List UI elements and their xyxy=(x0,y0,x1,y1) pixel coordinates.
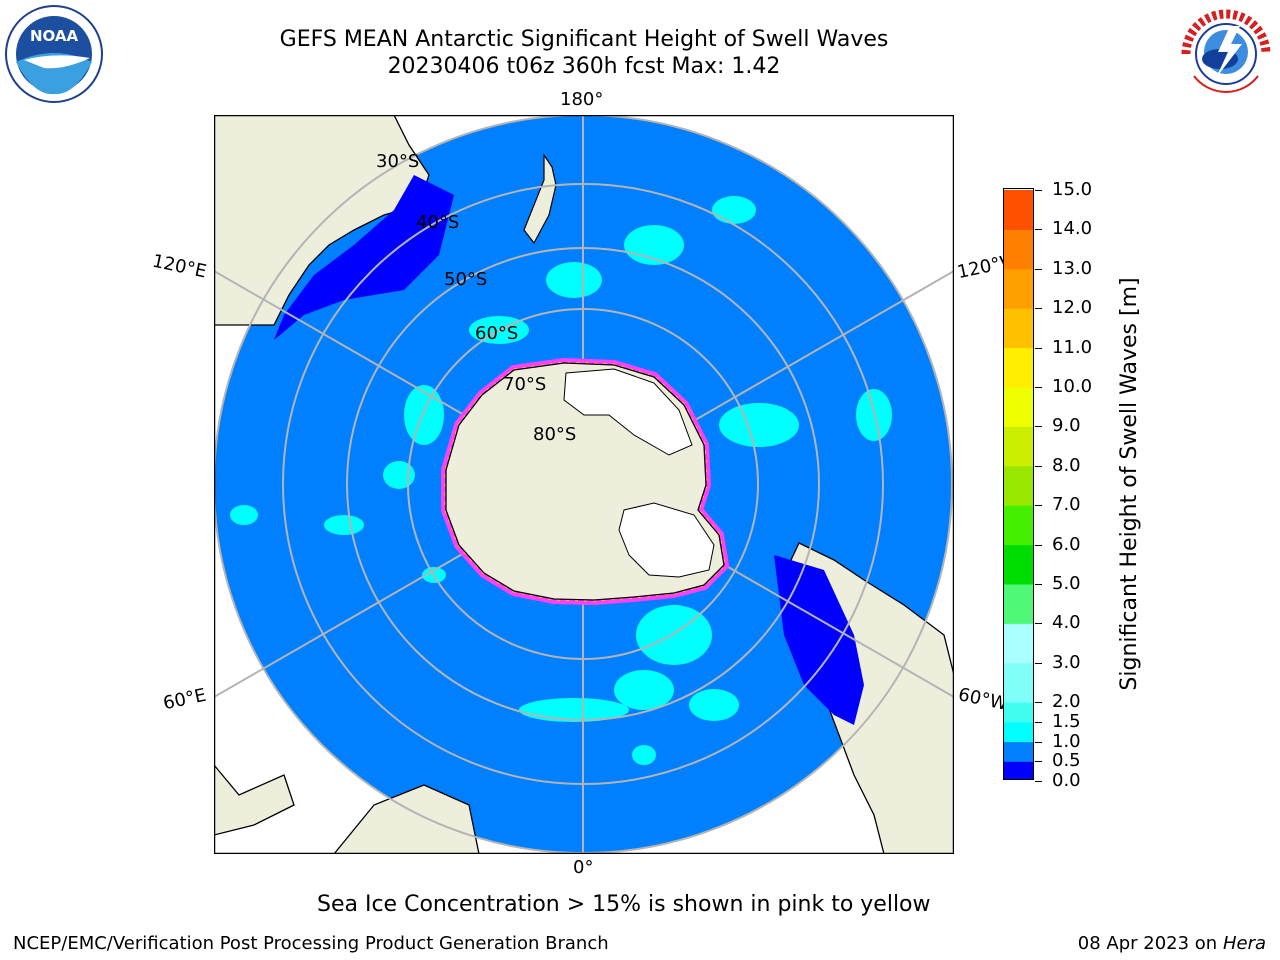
colorbar-segment xyxy=(1003,465,1034,506)
colorbar-tick-label: 7.0 xyxy=(1052,494,1081,516)
colorbar-tick-mark xyxy=(1035,623,1042,625)
colorbar-frame xyxy=(1003,188,1034,780)
lon-label-60e: 60°E xyxy=(161,684,208,715)
colorbar-segment xyxy=(1003,308,1034,349)
lon-label-180: 180° xyxy=(560,89,604,110)
colorbar-tick-mark xyxy=(1035,584,1042,585)
colorbar-tick-mark xyxy=(1035,544,1042,546)
colorbar-tick-label: 9.0 xyxy=(1052,415,1081,437)
colorbar-segment xyxy=(1003,268,1034,309)
colorbar-tick-label: 2.0 xyxy=(1052,691,1081,713)
machine-name: Hera xyxy=(1222,933,1266,954)
chart-subtitle: 20230406 t06z 360h fcst Max: 1.42 xyxy=(387,54,781,79)
lat-label-80s: 80°S xyxy=(533,424,577,445)
lat-label-70s: 70°S xyxy=(503,374,547,395)
colorbar-tick-label: 3.0 xyxy=(1052,651,1081,673)
colorbar-tick-label: 6.0 xyxy=(1052,533,1081,555)
antarctica xyxy=(441,357,730,606)
colorbar-tick-label: 11.0 xyxy=(1052,336,1093,358)
lat-label-40s: 40°S xyxy=(416,212,460,233)
colorbar-tick-mark xyxy=(1035,268,1042,270)
colorbar-segment xyxy=(1003,761,1034,780)
lat-label-30s: 30°S xyxy=(376,151,420,172)
polar-map xyxy=(214,115,954,854)
colorbar-tick-label: 0.5 xyxy=(1052,750,1081,772)
colorbar-tick-label: 5.0 xyxy=(1052,573,1081,594)
run-date: 08 Apr 2023 on Hera xyxy=(1078,933,1266,954)
colorbar-tick-mark xyxy=(1035,741,1042,743)
lon-label-0: 0° xyxy=(573,857,594,878)
colorbar-tick-label: 12.0 xyxy=(1052,297,1093,319)
colorbar-tick-mark xyxy=(1035,229,1042,231)
run-date-text: 08 Apr 2023 on xyxy=(1077,933,1223,954)
colorbar-tick-mark xyxy=(1035,465,1042,467)
colorbar-tick-label: 1.5 xyxy=(1052,710,1081,732)
colorbar-segment xyxy=(1003,426,1034,467)
colorbar-segment xyxy=(1003,721,1034,743)
colorbar-tick-mark xyxy=(1035,761,1042,763)
colorbar-tick-mark xyxy=(1035,190,1042,191)
colorbar-label: Significant Height of Swell Waves [m] xyxy=(1117,277,1142,691)
colorbar-segment xyxy=(1003,544,1034,585)
colorbar-tick-label: 0.0 xyxy=(1052,770,1081,791)
colorbar-tick-mark xyxy=(1035,347,1042,349)
lon-label-120e: 120°E xyxy=(150,250,209,283)
colorbar-tick-label: 4.0 xyxy=(1052,612,1081,634)
colorbar-segment xyxy=(1003,347,1034,388)
colorbar-tick-mark xyxy=(1035,387,1042,388)
colorbar-tick-mark xyxy=(1035,662,1042,664)
colorbar-segment xyxy=(1003,190,1034,230)
colorbar-segment xyxy=(1003,387,1034,427)
colorbar-tick-label: 15.0 xyxy=(1052,179,1093,200)
colorbar-tick-mark xyxy=(1035,702,1042,704)
noaa-logo: NOAA xyxy=(5,5,103,103)
colorbar-tick-mark xyxy=(1035,781,1042,782)
producer-credit: NCEP/EMC/Verification Post Processing Pr… xyxy=(13,933,609,954)
colorbar-segment xyxy=(1003,702,1034,723)
svg-text:NOAA: NOAA xyxy=(30,27,79,45)
lon-label-60w: 60°W xyxy=(956,684,1010,715)
sea-ice-note: Sea Ice Concentration > 15% is shown in … xyxy=(317,892,931,917)
map-frame xyxy=(214,115,954,854)
colorbar-segment xyxy=(1003,623,1034,664)
colorbar-tick-label: 13.0 xyxy=(1052,257,1093,279)
lat-label-60s: 60°S xyxy=(475,323,519,344)
colorbar-tick-mark xyxy=(1035,426,1042,428)
colorbar-tick-label: 8.0 xyxy=(1052,454,1081,476)
colorbar-segment xyxy=(1003,662,1034,703)
colorbar-tick-mark xyxy=(1035,721,1042,723)
chart-title: GEFS MEAN Antarctic Significant Height o… xyxy=(279,27,889,52)
colorbar-tick-label: 1.0 xyxy=(1052,730,1081,752)
colorbar-tick-label: 14.0 xyxy=(1052,218,1093,240)
colorbar-segment xyxy=(1003,229,1034,270)
colorbar-segment xyxy=(1003,741,1034,762)
lat-label-50s: 50°S xyxy=(444,269,488,290)
colorbar-tick-label: 10.0 xyxy=(1052,376,1093,397)
national-weather-service-logo xyxy=(1179,7,1273,101)
swell-patches xyxy=(230,175,892,765)
colorbar-tick-mark xyxy=(1035,308,1042,310)
colorbar xyxy=(1003,188,1034,780)
colorbar-tick-mark xyxy=(1035,505,1042,507)
colorbar-segment xyxy=(1003,584,1034,624)
colorbar-segment xyxy=(1003,505,1034,546)
